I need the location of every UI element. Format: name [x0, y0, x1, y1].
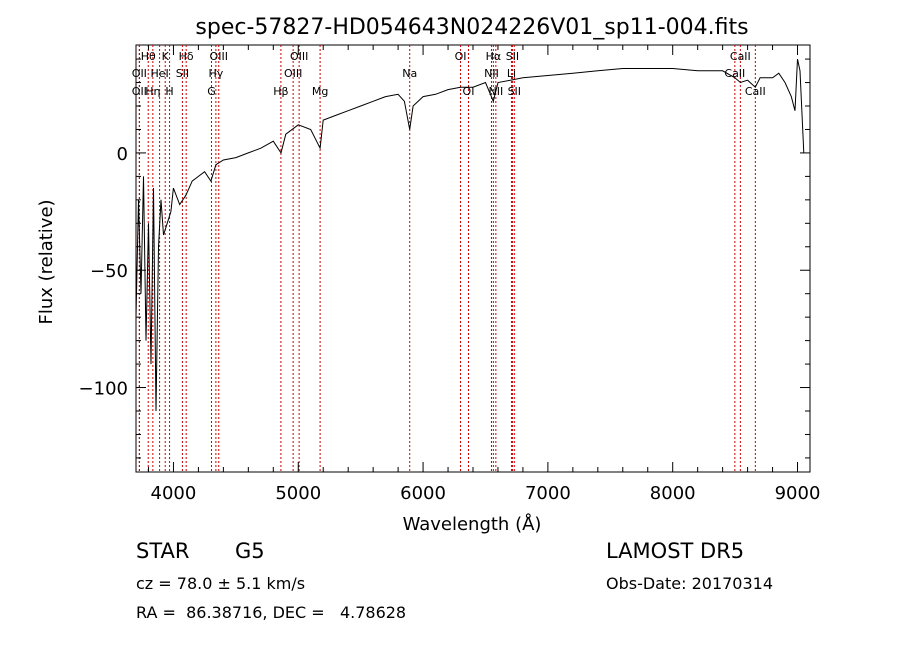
line-marker-label: Hθ — [141, 50, 156, 63]
y-tick-label: −50 — [90, 261, 128, 282]
line-marker-label: OII — [132, 85, 147, 98]
line-marker-label: CaII — [730, 50, 751, 63]
axis-tick-labels: 4000 5000 6000 7000 8000 9000 0 −50 −100 — [79, 144, 821, 504]
x-tick-label: 6000 — [400, 483, 446, 504]
line-marker-label: H — [165, 85, 173, 98]
survey-name: LAMOST DR5 — [606, 539, 745, 563]
line-marker-label: NII — [484, 67, 499, 80]
line-marker-label: OIII — [284, 67, 302, 80]
line-marker-label: SII — [506, 50, 519, 63]
y-axis-label: Flux (relative) — [36, 199, 57, 324]
plot-frame — [135, 44, 811, 473]
line-marker-label: G — [207, 85, 216, 98]
line-marker-label: SII — [176, 67, 189, 80]
line-marker-group — [138, 45, 756, 472]
x-tick-label: 5000 — [275, 483, 321, 504]
line-marker-label-group: OIIHθOIIHηHeIKHSIIHδGHγOIIIHβOIIIOIIIMgN… — [132, 50, 766, 98]
line-marker-label: OI — [463, 85, 475, 98]
x-tick-label: 9000 — [775, 483, 821, 504]
line-marker-label: Hδ — [179, 50, 194, 63]
spectrum-series-line — [135, 58, 805, 412]
y-tick-label: −100 — [79, 379, 128, 400]
object-class: STAR — [136, 539, 190, 563]
line-marker-label: K — [162, 50, 170, 63]
line-marker-label: Hα — [486, 50, 502, 63]
line-marker-label: Na — [402, 67, 417, 80]
sky-coordinates: RA = 86.38716, DEC = 4.78628 — [136, 603, 407, 622]
line-marker-label: Hγ — [208, 67, 223, 80]
line-marker-label: Hη — [145, 85, 160, 98]
x-tick-label: 7000 — [525, 483, 571, 504]
y-tick-label: 0 — [117, 144, 128, 165]
observation-date: Obs-Date: 20170314 — [606, 574, 774, 593]
line-marker-label: HeI — [150, 67, 168, 80]
line-marker-label: OIII — [210, 50, 228, 63]
object-subclass: G5 — [235, 539, 265, 563]
line-marker-label: Hβ — [273, 85, 288, 98]
x-tick-label: 4000 — [151, 483, 197, 504]
x-axis-label: Wavelength (Å) — [403, 513, 542, 535]
line-marker-label: CaII — [724, 67, 745, 80]
line-marker-label: OII — [132, 67, 147, 80]
chart-title: spec-57827-HD054643N024226V01_sp11-004.f… — [195, 15, 748, 40]
axis-ticks — [136, 45, 810, 472]
line-marker-label: Li — [507, 67, 516, 80]
line-marker-label: CaII — [745, 85, 766, 98]
redshift-velocity: cz = 78.0 ± 5.1 km/s — [136, 574, 306, 593]
x-tick-label: 8000 — [650, 483, 696, 504]
line-marker-label: SII — [508, 85, 521, 98]
line-marker-label: Mg — [312, 85, 328, 98]
line-marker-label: OIII — [290, 50, 308, 63]
line-marker-label: OI — [455, 50, 467, 63]
